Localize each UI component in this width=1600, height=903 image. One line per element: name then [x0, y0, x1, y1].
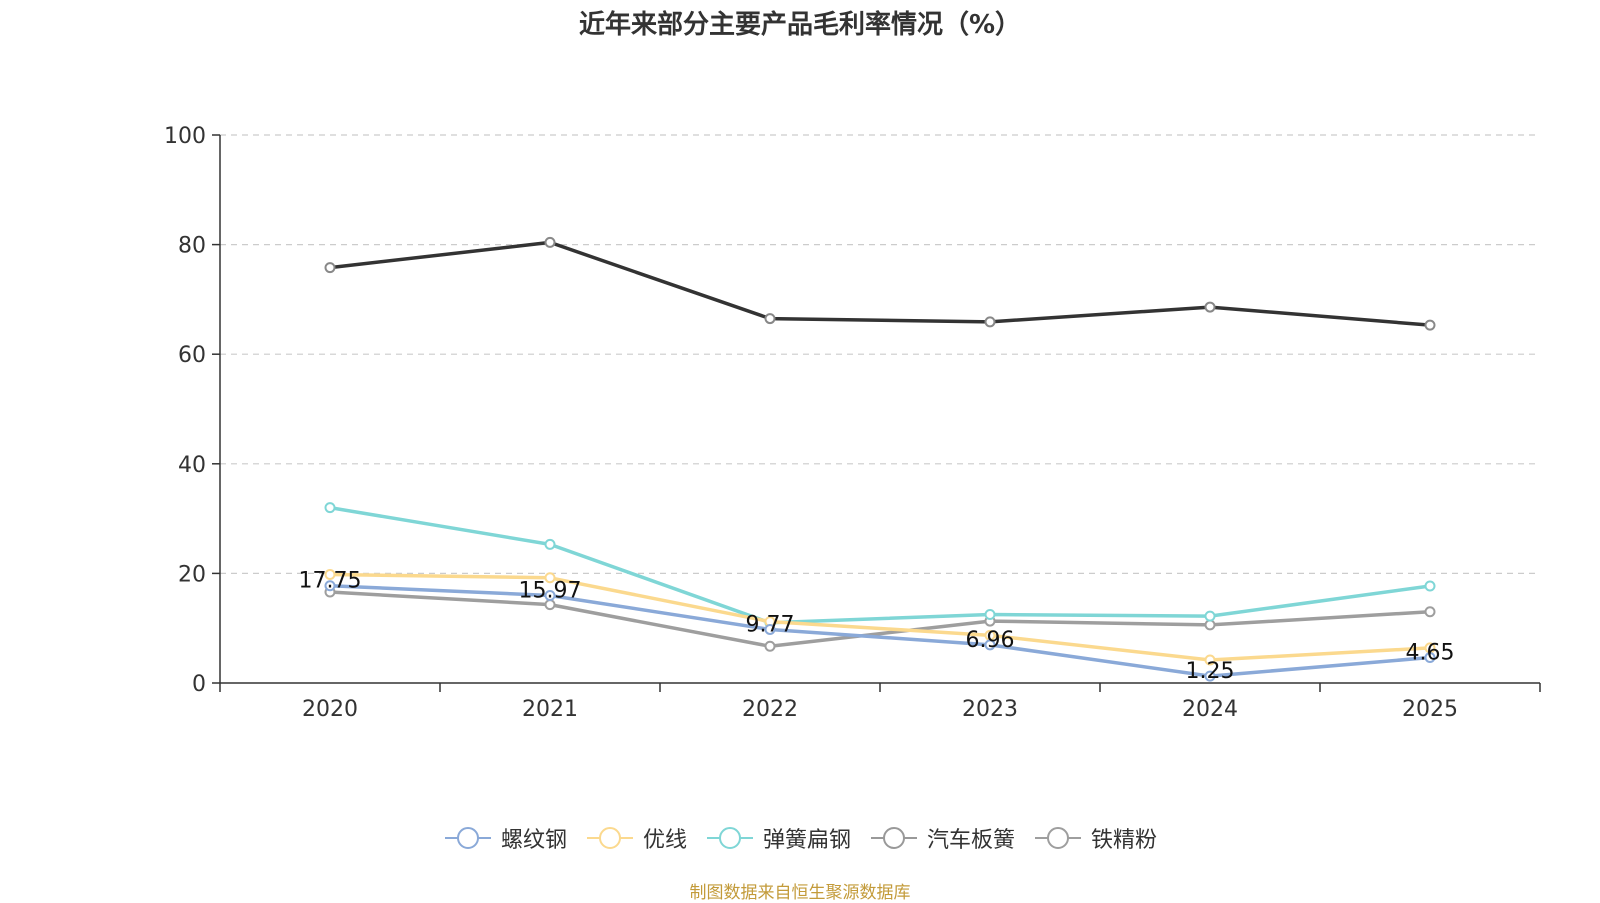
x-tick-label: 2024	[1182, 697, 1238, 722]
legend-item[interactable]: 螺纹钢	[443, 822, 567, 854]
data-point	[1424, 319, 1436, 331]
y-tick-label: 100	[164, 124, 206, 149]
data-point	[1204, 610, 1216, 622]
data-point	[1424, 606, 1436, 618]
x-tick-label: 2020	[302, 697, 358, 722]
x-tick-label: 2021	[522, 697, 578, 722]
chart-title: 近年来部分主要产品毛利率情况（%）	[578, 10, 1022, 40]
y-tick-label: 20	[178, 562, 206, 587]
x-tick-label: 2025	[1402, 697, 1458, 722]
legend-swatch-icon	[444, 827, 491, 849]
data-label: 17.75	[299, 569, 362, 594]
data-point	[1204, 301, 1216, 313]
y-tick-label: 0	[192, 672, 206, 697]
data-label: 9.77	[746, 612, 795, 637]
data-label: 1.25	[1186, 659, 1235, 684]
data-point	[324, 262, 336, 274]
data-label: 15.97	[519, 578, 582, 603]
legend-swatch-icon	[871, 827, 917, 849]
legend-label: 螺纹钢	[500, 828, 567, 853]
legend-item[interactable]: 弹簧扁钢	[705, 822, 851, 854]
legend-swatch-icon	[1035, 827, 1082, 849]
data-point	[984, 316, 996, 328]
data-point	[544, 572, 556, 584]
data-label: 4.65	[1406, 641, 1455, 666]
data-point	[544, 589, 556, 601]
data-point	[1424, 652, 1436, 664]
data-point	[544, 538, 556, 550]
series-line	[329, 590, 1431, 649]
data-point	[764, 313, 776, 325]
legend-label: 铁精粉	[1091, 828, 1158, 853]
data-label: 6.96	[966, 628, 1015, 653]
legend-label: 汽车板簧	[927, 828, 1016, 853]
legend-swatch-icon	[586, 827, 633, 849]
x-tick-label: 2022	[742, 697, 798, 722]
legend-label: 优线	[642, 828, 687, 853]
data-point	[1204, 654, 1216, 666]
data-point	[544, 236, 556, 248]
series-line	[329, 505, 1431, 625]
data-point	[764, 640, 776, 652]
series-line	[329, 583, 1431, 678]
source-note: 制图数据来自恒生聚源数据库	[689, 883, 911, 903]
legend: 螺纹钢 优线 弹簧扁钢 汽车板簧 铁精粉	[0, 822, 1600, 854]
y-tick-label: 80	[178, 234, 206, 259]
x-tick-label: 2023	[962, 697, 1018, 722]
data-point	[324, 580, 336, 592]
data-point	[1424, 580, 1436, 592]
y-tick-label: 40	[178, 453, 206, 478]
data-point	[1204, 619, 1216, 631]
data-point	[984, 609, 996, 620]
data-point	[324, 568, 336, 580]
legend-item[interactable]: 优线	[585, 822, 687, 854]
legend-item[interactable]: 汽车板簧	[869, 822, 1015, 854]
legend-label: 弹簧扁钢	[762, 828, 851, 853]
data-point	[984, 639, 996, 651]
series-line	[329, 240, 1431, 327]
legend-item[interactable]: 铁精粉	[1033, 822, 1157, 854]
data-point	[764, 623, 776, 635]
series-line	[329, 572, 1431, 662]
legend-swatch-icon	[706, 827, 753, 849]
data-point	[324, 502, 336, 514]
y-tick-label: 60	[178, 343, 206, 368]
data-point	[1204, 670, 1216, 682]
